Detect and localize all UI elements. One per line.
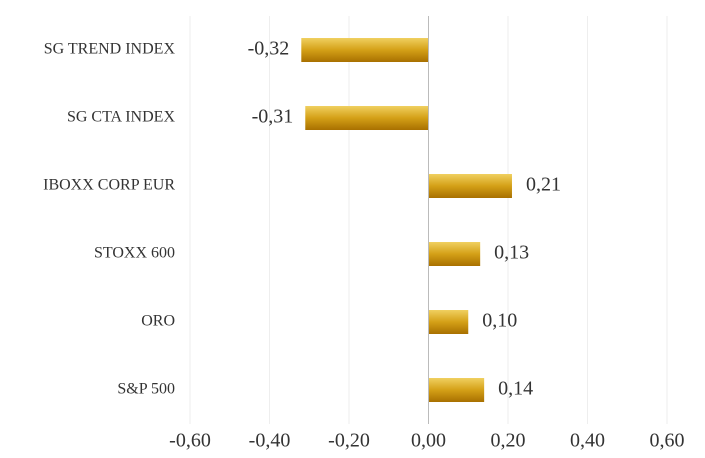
bar — [428, 174, 512, 198]
x-tick-label: -0,40 — [249, 430, 291, 452]
data-label: 0,21 — [526, 174, 561, 196]
x-tick-label: 0,60 — [650, 430, 685, 452]
y-tick-label: SG CTA INDEX — [67, 109, 176, 126]
data-label: 0,13 — [494, 242, 529, 264]
y-tick-label: IBOXX CORP EUR — [43, 177, 175, 194]
y-tick-label: S&P 500 — [117, 381, 175, 398]
x-tick-label: 0,20 — [491, 430, 526, 452]
x-tick-label: -0,60 — [169, 430, 211, 452]
x-tick-label: 0,40 — [570, 430, 605, 452]
x-tick-label: -0,20 — [328, 430, 370, 452]
y-tick-label: ORO — [141, 313, 175, 330]
bar — [428, 378, 485, 402]
bar — [305, 106, 429, 130]
y-tick-label: STOXX 600 — [94, 245, 175, 262]
bar — [428, 242, 481, 266]
data-label: 0,10 — [482, 310, 517, 332]
bar — [301, 38, 429, 62]
data-label: -0,32 — [248, 38, 290, 60]
y-tick-label: SG TREND INDEX — [44, 41, 176, 58]
x-tick-label: 0,00 — [411, 430, 446, 452]
data-label: -0,31 — [252, 106, 294, 128]
bar — [428, 310, 469, 334]
data-label: 0,14 — [498, 378, 533, 400]
